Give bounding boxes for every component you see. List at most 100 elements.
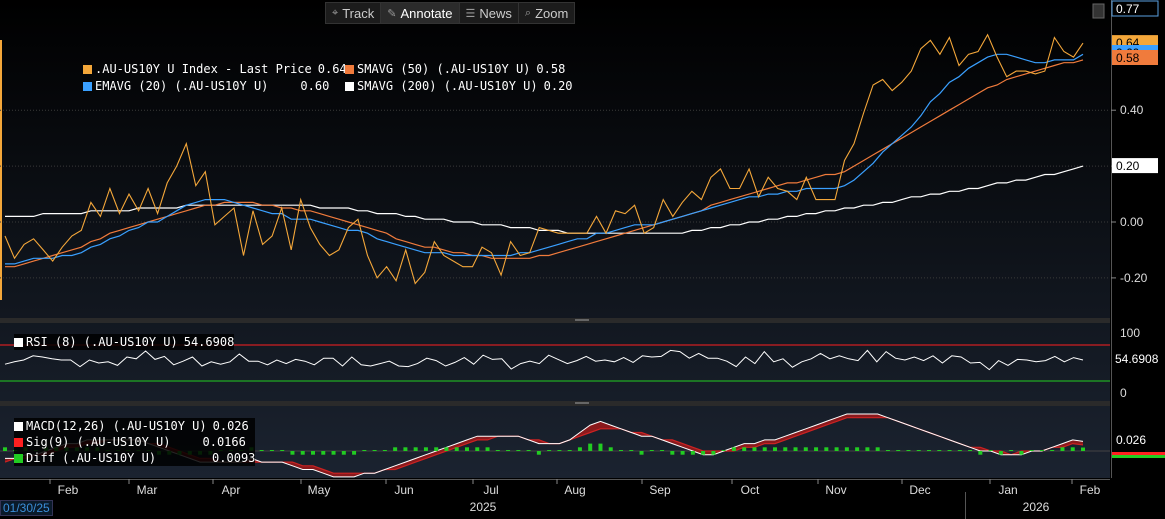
diff-bar (547, 450, 552, 451)
legend-value-diff: 0.0093 (212, 451, 256, 465)
diff-bar (506, 450, 511, 451)
price-label: 0.77 (1116, 2, 1140, 16)
rsi-value-label-bg (1112, 351, 1165, 366)
diff-bar (649, 450, 654, 451)
diff-bar (382, 450, 387, 451)
legend-value-sma200: 0.20 (543, 79, 573, 93)
legend-row-sma50[interactable]: SMAVG (50) (.AU-US10Y U) 0.58 (345, 61, 565, 77)
diff-bar (372, 450, 377, 451)
diff-bar (701, 451, 706, 455)
diff-bar (475, 447, 480, 451)
diff-bar (670, 451, 675, 455)
legend-name-price: .AU-US10Y U Index - Last Price (95, 62, 312, 76)
diff-bar (906, 450, 911, 451)
x-month-label: Sep (649, 483, 671, 497)
crosshair-icon: ⌖ (332, 6, 339, 19)
rsi-line (4, 349, 1084, 371)
diff-bar (875, 447, 880, 451)
sma50-line (5, 59, 1084, 268)
news-button[interactable]: ☰ News (460, 3, 519, 23)
zoom-button[interactable]: ⌕ Zoom (519, 3, 574, 23)
legend-value-signal: 0.0166 (202, 435, 246, 449)
annotate-button[interactable]: ✎ Annotate (381, 3, 460, 23)
annotate-label: Annotate (400, 5, 453, 21)
pencil-icon: ✎ (387, 7, 397, 20)
diff-bar (885, 450, 890, 451)
panel-divider-2[interactable] (0, 401, 1110, 406)
x-axis-line (0, 479, 1110, 480)
track-button[interactable]: ⌖ Track (326, 3, 382, 23)
diff-bar (855, 447, 860, 451)
x-month-label: Aug (564, 483, 585, 497)
diff-bar (1019, 451, 1024, 455)
panel-divider-1[interactable] (0, 318, 1110, 323)
diff-bar (454, 447, 459, 451)
signal-value-marker (1112, 452, 1165, 455)
x-month-label: Feb (58, 483, 79, 497)
diff-bar (814, 447, 819, 451)
diff-bar (916, 450, 921, 451)
x-month-label: Oct (741, 483, 760, 497)
rsi-y-tick-label: 100 (1120, 326, 1140, 340)
legend-row-diff[interactable]: Diff (.AU-US10Y U) 0.0093 (14, 450, 255, 466)
diff-bar (896, 450, 901, 451)
diff-bar (978, 451, 983, 455)
diff-bar (1070, 447, 1075, 451)
diff-bar (300, 451, 305, 455)
diff-bar (690, 451, 695, 455)
legend-name-signal: Sig(9) (.AU-US10Y U) (26, 435, 171, 449)
diff-bar (413, 447, 418, 451)
price-label-bg (1111, 0, 1159, 17)
diff-bar (1039, 450, 1044, 451)
legend-swatch-sma50 (345, 64, 354, 74)
diff-bar (711, 451, 716, 455)
legend-name-sma200: SMAVG (200) (.AU-US10Y U) (357, 79, 538, 93)
diff-bar (783, 447, 788, 451)
diff-bar (290, 451, 295, 455)
diff-bar (423, 447, 428, 451)
diff-bar (731, 447, 736, 451)
legend-row-rsi[interactable]: RSI (8) (.AU-US10Y U) 54.6908 (14, 334, 234, 350)
legend-row-signal[interactable]: Sig(9) (.AU-US10Y U) 0.0166 (14, 434, 255, 450)
x-year-label: 2025 (470, 500, 497, 514)
diff-bar (567, 450, 572, 451)
legend-value-ema20: 0.60 (300, 79, 330, 93)
diff-bar (824, 447, 829, 451)
zoom-label: Zoom (535, 5, 569, 21)
diff-bar (1060, 447, 1065, 451)
main-y-tick-label: 0.00 (1120, 215, 1144, 229)
rsi-value-label: 54.6908 (1115, 352, 1159, 366)
diff-bar (331, 451, 336, 455)
diff-bar (1081, 447, 1085, 451)
diff-bar (844, 447, 849, 451)
divider-grip-1[interactable] (575, 319, 589, 321)
diff-bar (629, 450, 634, 451)
diff-bar (269, 450, 274, 451)
news-label: News (479, 5, 512, 21)
diff-bar (762, 447, 767, 451)
legend-row-ema20[interactable]: EMAVG (20) (.AU-US10Y U) 0.60 (83, 78, 329, 94)
diff-bar (957, 450, 962, 451)
legend-row-sma200[interactable]: SMAVG (200) (.AU-US10Y U) 0.20 (345, 78, 573, 94)
legend-row-macd[interactable]: MACD(12,26) (.AU-US10Y U) 0.026 (14, 418, 255, 434)
diff-bar (280, 450, 285, 451)
start-date-box[interactable]: 01/30/25 (0, 500, 53, 516)
track-label: Track (342, 5, 375, 21)
diff-bar (1050, 450, 1055, 451)
legend-name-sma50: SMAVG (50) (.AU-US10Y U) (357, 62, 531, 76)
diff-bar (660, 450, 665, 451)
divider-grip-2[interactable] (575, 402, 589, 404)
diff-bar (321, 451, 326, 455)
legend-value-rsi: 54.6908 (183, 335, 235, 349)
diff-bar (259, 450, 264, 451)
legend-row-price[interactable]: .AU-US10Y U Index - Last Price 0.64 (83, 61, 347, 77)
diff-bar (465, 447, 469, 451)
macd-value-label-bg (1112, 432, 1165, 447)
diff-bar (526, 450, 531, 451)
diff-bar (444, 447, 449, 451)
main-y-tick-label: -0.20 (1120, 271, 1148, 285)
diff-bar (536, 451, 541, 455)
diff-bar (485, 447, 490, 451)
price-label-bg (1112, 158, 1158, 174)
left-edge-marker (0, 40, 2, 300)
